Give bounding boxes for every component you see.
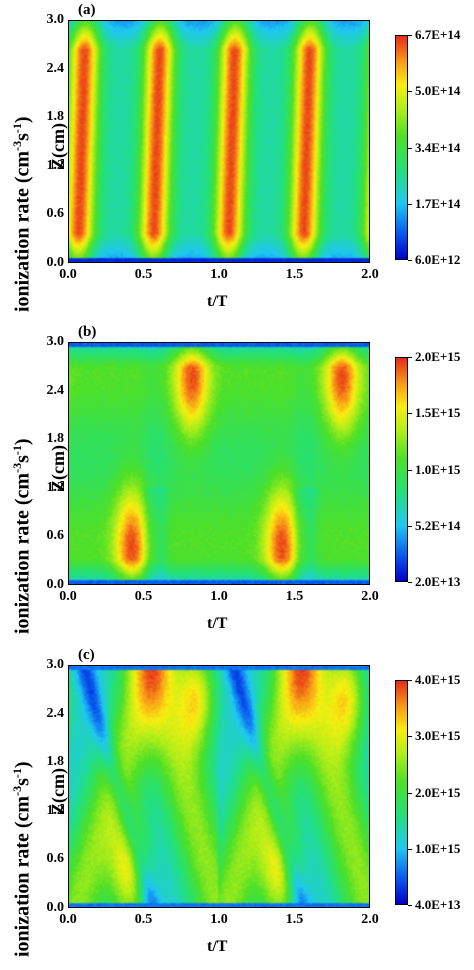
colorbar-tick-label: 3.0E+15 (415, 728, 461, 744)
side-label-text: s (11, 455, 34, 463)
x-axis-label: t/T (207, 938, 228, 955)
colorbar-tick-mark (408, 469, 412, 471)
x-tick-label: 0.5 (134, 589, 153, 604)
y-tick-label: 0.6 (46, 851, 65, 867)
colorbar-tick-mark (408, 91, 412, 93)
colorbar-tick-mark (408, 357, 412, 358)
heatmap-canvas (69, 21, 369, 262)
colorbar-tick-mark (408, 848, 412, 850)
side-label-exponent: -1 (10, 123, 24, 134)
y-tick-label: 1.2 (46, 479, 65, 495)
x-tick-label: 2.0 (361, 267, 379, 282)
x-axis-label: t/T (207, 615, 228, 632)
heatmap-plot (68, 20, 370, 263)
side-label-text: ionization rate (cm (11, 472, 34, 634)
colorbar-tick-label: 2.0E+15 (415, 784, 461, 800)
y-tick-label: 3.0 (46, 12, 65, 27)
heatmap-canvas (69, 666, 369, 907)
side-label-exponent: -3 (10, 785, 24, 796)
y-tick-label: 1.2 (46, 802, 65, 818)
colorbar-tick-label: 2.0E+13 (415, 574, 461, 589)
x-tick-label: 1.5 (285, 912, 304, 927)
chart-panel: ionization rate (cm-3s-1) (b) Z(cm) 0.0 0.6 1… (0, 322, 474, 644)
side-label-exponent: -1 (10, 768, 24, 779)
side-label-text: s (11, 778, 34, 786)
y-tick-label: 0.0 (46, 577, 65, 592)
colorbar-tick-label: 1.5E+15 (415, 405, 461, 421)
y-tick-label: 0.0 (46, 255, 65, 270)
x-tick-label: 0.5 (134, 267, 153, 282)
side-label-text: s (11, 133, 34, 141)
y-tick-label: 1.8 (46, 754, 65, 770)
y-tick-label: 1.2 (46, 157, 65, 173)
colorbar-tick-mark (408, 147, 412, 149)
colorbar-tick-label: 5.2E+14 (415, 517, 461, 533)
x-tick-label: 1.5 (285, 589, 304, 604)
y-tick-label: 1.8 (46, 431, 65, 447)
colorbar (395, 35, 408, 260)
colorbar-tick-label: 4.0E+13 (415, 897, 461, 912)
colorbar-tick-label: 2.0E+15 (415, 349, 461, 364)
colorbar-tick-label: 1.7E+14 (415, 195, 461, 211)
side-label-text: ionization rate (cm (11, 150, 34, 312)
heatmap-canvas (69, 343, 369, 584)
heatmap-plot (68, 342, 370, 585)
colorbar-tick-label: 4.0E+15 (415, 672, 461, 687)
colorbar-tick-mark (408, 792, 412, 794)
y-tick-label: 3.0 (46, 334, 65, 349)
colorbar-tick-mark (408, 203, 412, 205)
colorbar-tick-mark (408, 525, 412, 527)
y-tick-label: 1.8 (46, 109, 65, 125)
x-tick-label: 1.0 (210, 912, 228, 927)
panel-label: (a) (78, 2, 96, 18)
y-tick-label: 2.4 (46, 705, 65, 721)
colorbar-tick-label: 6.0E+12 (415, 252, 461, 267)
x-tick-label: 0.5 (134, 912, 153, 927)
colorbar-tick-label: 1.0E+15 (415, 840, 461, 856)
colorbar (395, 680, 408, 905)
y-tick-label: 2.4 (46, 60, 65, 76)
colorbar-tick-label: 3.4E+14 (415, 139, 461, 155)
y-tick-label: 0.6 (46, 528, 65, 544)
x-tick-label: 0.0 (59, 912, 77, 927)
panel-label: (b) (78, 324, 97, 340)
colorbar-tick-mark (408, 905, 412, 906)
x-tick-label: 0.0 (59, 589, 77, 604)
y-tick-label: 0.6 (46, 206, 65, 222)
side-label-exponent: -3 (10, 140, 24, 151)
chart-panel: ionization rate (cm-3s-1) (c) Z(cm) 0.0 0.6 1… (0, 645, 474, 967)
x-tick-label: 2.0 (361, 912, 379, 927)
chart-panel: ionization rate (cm-3s-1) (a) Z(cm) 0.0 0.6 1… (0, 0, 474, 322)
x-tick-label: 1.5 (285, 267, 304, 282)
y-tick-label: 2.4 (46, 382, 65, 398)
panel-label: (c) (78, 647, 95, 663)
x-tick-label: 2.0 (361, 589, 379, 604)
colorbar-tick-label: 1.0E+15 (415, 461, 461, 477)
heatmap-plot (68, 665, 370, 908)
colorbar (395, 357, 408, 582)
x-tick-label: 1.0 (210, 267, 228, 282)
colorbar-tick-mark (408, 260, 412, 261)
side-label-exponent: -1 (10, 445, 24, 456)
colorbar-tick-label: 5.0E+14 (415, 83, 461, 99)
colorbar-tick-mark (408, 413, 412, 415)
colorbar-tick-mark (408, 736, 412, 738)
colorbar-tick-label: 6.7E+14 (415, 27, 461, 42)
x-tick-label: 1.0 (210, 589, 228, 604)
colorbar-tick-mark (408, 680, 412, 681)
colorbar-tick-mark (408, 582, 412, 583)
colorbar-tick-mark (408, 35, 412, 36)
y-tick-label: 3.0 (46, 657, 65, 672)
x-tick-label: 0.0 (59, 267, 77, 282)
y-tick-label: 0.0 (46, 900, 65, 915)
x-axis-label: t/T (207, 293, 228, 310)
side-label-text: ionization rate (cm (11, 795, 34, 957)
side-label-exponent: -3 (10, 462, 24, 473)
